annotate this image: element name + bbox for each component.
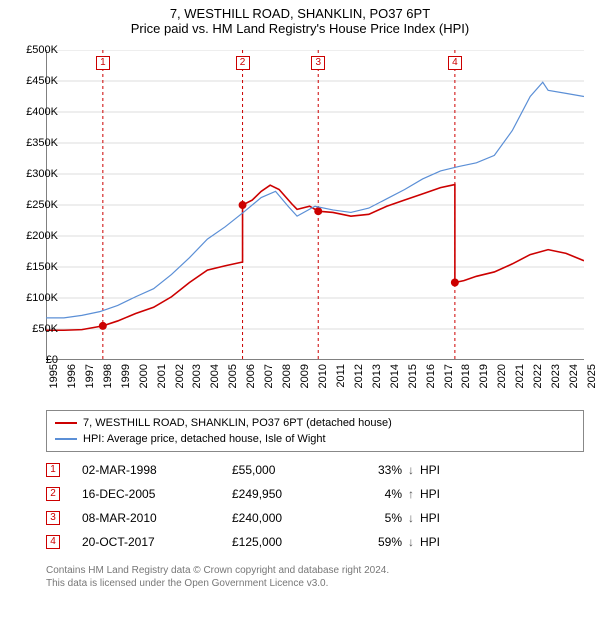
x-tick-label: 1995	[48, 364, 60, 404]
arrow-icon: ↓	[402, 511, 420, 525]
marker-box: 1	[96, 56, 110, 70]
y-tick-label: £400K	[8, 106, 58, 118]
arrow-icon: ↑	[402, 487, 420, 501]
x-tick-label: 1999	[120, 364, 132, 404]
transactions-table: 1 02-MAR-1998 £55,000 33% ↓ HPI 2 16-DEC…	[46, 458, 450, 554]
transaction-hpi-tag: HPI	[420, 487, 450, 501]
y-tick-label: £100K	[8, 292, 58, 304]
x-tick-label: 2008	[281, 364, 293, 404]
transaction-date: 02-MAR-1998	[82, 463, 232, 477]
legend-swatch-property	[55, 422, 77, 424]
x-tick-label: 2013	[371, 364, 383, 404]
transaction-hpi-tag: HPI	[420, 463, 450, 477]
x-tick-label: 2011	[335, 364, 347, 404]
y-tick-label: £50K	[8, 323, 58, 335]
legend-swatch-hpi	[55, 438, 77, 440]
y-tick-label: £250K	[8, 199, 58, 211]
transaction-hpi-tag: HPI	[420, 511, 450, 525]
transaction-price: £125,000	[232, 535, 342, 549]
transaction-row: 2 16-DEC-2005 £249,950 4% ↑ HPI	[46, 482, 450, 506]
x-tick-label: 2006	[245, 364, 257, 404]
legend-item-hpi: HPI: Average price, detached house, Isle…	[55, 431, 575, 447]
chart-container: 7, WESTHILL ROAD, SHANKLIN, PO37 6PT Pri…	[0, 0, 600, 620]
title-address: 7, WESTHILL ROAD, SHANKLIN, PO37 6PT	[0, 6, 600, 21]
x-tick-label: 2024	[568, 364, 580, 404]
x-tick-label: 2018	[460, 364, 472, 404]
marker-box: 3	[311, 56, 325, 70]
title-subtitle: Price paid vs. HM Land Registry's House …	[0, 21, 600, 36]
transaction-pct: 59%	[342, 535, 402, 549]
x-tick-label: 2022	[532, 364, 544, 404]
chart-svg	[46, 50, 584, 360]
x-tick-label: 2014	[389, 364, 401, 404]
transaction-date: 16-DEC-2005	[82, 487, 232, 501]
transaction-row: 1 02-MAR-1998 £55,000 33% ↓ HPI	[46, 458, 450, 482]
x-tick-label: 2012	[353, 364, 365, 404]
x-tick-label: 2021	[514, 364, 526, 404]
y-tick-label: £150K	[8, 261, 58, 273]
x-tick-label: 1998	[102, 364, 114, 404]
footer-line1: Contains HM Land Registry data © Crown c…	[46, 564, 389, 577]
x-tick-label: 2010	[317, 364, 329, 404]
x-tick-label: 2001	[156, 364, 168, 404]
x-tick-label: 2016	[425, 364, 437, 404]
x-tick-label: 2004	[209, 364, 221, 404]
x-tick-label: 2020	[496, 364, 508, 404]
x-tick-label: 2019	[478, 364, 490, 404]
y-tick-label: £350K	[8, 137, 58, 149]
transaction-price: £55,000	[232, 463, 342, 477]
footer-line2: This data is licensed under the Open Gov…	[46, 577, 389, 590]
transaction-pct: 33%	[342, 463, 402, 477]
y-tick-label: £500K	[8, 44, 58, 56]
chart-titles: 7, WESTHILL ROAD, SHANKLIN, PO37 6PT Pri…	[0, 0, 600, 36]
transaction-price: £249,950	[232, 487, 342, 501]
y-tick-label: £300K	[8, 168, 58, 180]
transaction-pct: 4%	[342, 487, 402, 501]
legend-label-hpi: HPI: Average price, detached house, Isle…	[83, 433, 326, 445]
chart-plot-area	[46, 50, 584, 360]
transaction-date: 08-MAR-2010	[82, 511, 232, 525]
marker-box: 4	[448, 56, 462, 70]
transaction-row: 4 20-OCT-2017 £125,000 59% ↓ HPI	[46, 530, 450, 554]
x-tick-label: 2000	[138, 364, 150, 404]
x-tick-label: 2025	[586, 364, 598, 404]
x-tick-label: 2017	[443, 364, 455, 404]
footer-attribution: Contains HM Land Registry data © Crown c…	[46, 564, 389, 590]
transaction-hpi-tag: HPI	[420, 535, 450, 549]
marker-box: 2	[236, 56, 250, 70]
x-tick-label: 2005	[227, 364, 239, 404]
x-tick-label: 2009	[299, 364, 311, 404]
legend-label-property: 7, WESTHILL ROAD, SHANKLIN, PO37 6PT (de…	[83, 417, 392, 429]
x-tick-label: 1996	[66, 364, 78, 404]
transaction-number: 4	[46, 535, 60, 549]
arrow-icon: ↓	[402, 535, 420, 549]
transaction-price: £240,000	[232, 511, 342, 525]
transaction-number: 2	[46, 487, 60, 501]
y-tick-label: £450K	[8, 75, 58, 87]
transaction-pct: 5%	[342, 511, 402, 525]
transaction-date: 20-OCT-2017	[82, 535, 232, 549]
legend-item-property: 7, WESTHILL ROAD, SHANKLIN, PO37 6PT (de…	[55, 415, 575, 431]
arrow-icon: ↓	[402, 463, 420, 477]
legend: 7, WESTHILL ROAD, SHANKLIN, PO37 6PT (de…	[46, 410, 584, 452]
x-tick-label: 2002	[174, 364, 186, 404]
x-tick-label: 2007	[263, 364, 275, 404]
transaction-number: 3	[46, 511, 60, 525]
x-tick-label: 2015	[407, 364, 419, 404]
transaction-row: 3 08-MAR-2010 £240,000 5% ↓ HPI	[46, 506, 450, 530]
y-tick-label: £200K	[8, 230, 58, 242]
x-tick-label: 2003	[191, 364, 203, 404]
x-tick-label: 2023	[550, 364, 562, 404]
x-tick-label: 1997	[84, 364, 96, 404]
transaction-number: 1	[46, 463, 60, 477]
